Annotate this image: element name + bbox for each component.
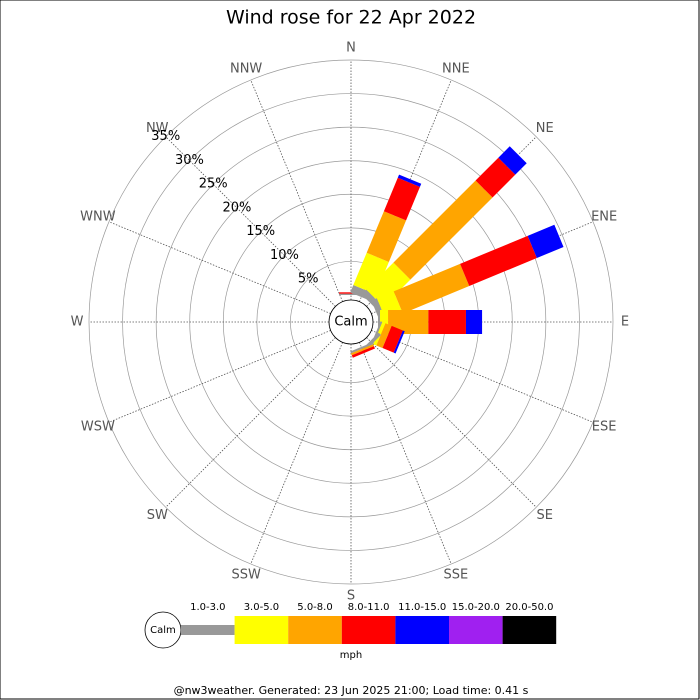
ring-label: 15% (246, 224, 275, 239)
direction-label: ENE (591, 210, 617, 225)
calm-circle (328, 299, 374, 345)
spoke (371, 330, 594, 423)
unit-label: mph (340, 650, 362, 661)
petal-segment (498, 146, 527, 175)
petal-segment (339, 292, 363, 294)
legend-label: 20.0-50.0 (505, 602, 553, 613)
petal-segment (397, 174, 422, 187)
legend-swatch (449, 616, 503, 644)
petal-segment (382, 325, 403, 353)
legend-swatch (395, 616, 449, 644)
ring (122, 93, 580, 551)
petal-segment (350, 342, 374, 354)
direction-label: NNW (230, 61, 262, 76)
petal-segment (460, 235, 537, 287)
petal-segment (351, 344, 374, 356)
direction-label: N (346, 41, 356, 56)
spoke (108, 330, 331, 423)
direction-label: E (621, 315, 629, 330)
petal-segment (366, 262, 411, 307)
ring (88, 59, 614, 585)
petal-segment (465, 310, 483, 334)
direction-label: W (71, 315, 84, 330)
direction-label: NNE (442, 61, 470, 76)
ring-label: 25% (199, 177, 228, 192)
legend-label: 8.0-11.0 (348, 602, 390, 613)
legend-label: 5.0-8.0 (297, 602, 332, 613)
petal-segment (475, 157, 516, 198)
legend-swatch (341, 616, 396, 644)
legend-label: 1.0-3.0 (190, 602, 225, 613)
petal-segment (393, 263, 470, 314)
direction-label: SSW (231, 568, 261, 583)
direction-label: SE (537, 508, 553, 523)
legend-label: 11.0-15.0 (398, 602, 446, 613)
spoke (366, 337, 537, 508)
petal-segment (339, 293, 363, 295)
footer: @nw3weather. Generated: 23 Jun 2025 21:0… (174, 684, 529, 697)
petal (377, 310, 483, 334)
petal-segment (393, 180, 493, 280)
direction-label: SSE (443, 568, 468, 583)
ring (155, 126, 547, 518)
spoke (165, 136, 336, 307)
spoke (359, 342, 452, 565)
petal-segment (527, 224, 564, 259)
petal (339, 292, 363, 295)
direction-label: NE (536, 121, 554, 136)
ring-label: 10% (270, 248, 299, 263)
legend-label: 15.0-20.0 (452, 602, 500, 613)
ring-label: 35% (151, 129, 180, 144)
petal-segment (393, 330, 405, 354)
chart-title: Wind rose for 22 Apr 2022 (226, 7, 476, 29)
ring-label: 30% (175, 153, 204, 168)
spoke (108, 221, 331, 314)
petal-segment (383, 177, 420, 221)
petal (350, 342, 375, 358)
petal-segment (376, 323, 392, 349)
petal-segment (351, 346, 375, 358)
ring-label: 20% (223, 200, 252, 215)
direction-label: SW (147, 508, 168, 523)
petal-segment (388, 310, 429, 334)
ring-label: 5% (298, 272, 319, 287)
direction-label: WNW (80, 210, 116, 225)
legend-swatch (502, 616, 557, 644)
legend-calm-label: Calm (150, 625, 176, 636)
petal-segment (353, 252, 389, 295)
petal-segment (366, 211, 407, 262)
direction-label: NW (146, 121, 169, 136)
spoke (250, 79, 343, 302)
legend-label: 3.0-5.0 (244, 602, 279, 613)
spoke (250, 342, 343, 565)
calm-label: Calm (334, 315, 367, 330)
legend-swatch (181, 625, 235, 635)
spoke (165, 337, 336, 508)
legend-swatch (234, 616, 289, 644)
petal-segment (428, 310, 466, 334)
direction-label: S (347, 589, 355, 604)
direction-label: ESE (592, 419, 617, 434)
direction-label: WSW (81, 419, 115, 434)
legend-swatch (288, 616, 342, 644)
